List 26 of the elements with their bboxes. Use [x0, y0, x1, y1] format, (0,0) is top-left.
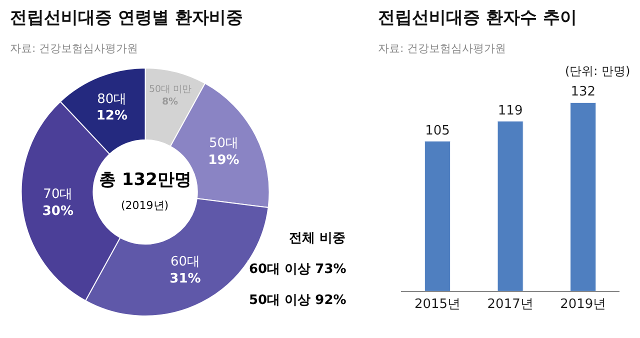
data-label: 132: [570, 84, 596, 100]
chart-subtitle: 자료: 건강보험심사평가원: [10, 42, 138, 55]
text: 50대 이상 92%: [249, 293, 346, 308]
data-label: 12%: [96, 108, 128, 124]
data-label: 30%: [42, 204, 74, 219]
data-label: 119: [498, 103, 523, 118]
text: 60대 이상 73%: [249, 262, 346, 277]
text: 총 132만명: [99, 170, 192, 190]
chart-title: 전립선비대증 연령별 환자비중: [10, 8, 243, 28]
x-tick-label: 2015년: [414, 296, 461, 312]
slice-label: 50대 미만: [148, 84, 192, 96]
data-label: 8%: [162, 96, 179, 108]
data-label: 105: [425, 123, 450, 138]
slice-label: 60대: [170, 254, 200, 270]
data-label: 19%: [208, 152, 240, 168]
slice-label: 50대: [208, 136, 238, 152]
x-tick-label: 2017년: [487, 296, 534, 312]
slice-label: 70대: [43, 187, 73, 202]
chart-subtitle: 자료: 건강보험심사평가원: [378, 42, 506, 55]
data-label: 31%: [170, 271, 201, 286]
text: 전체 비중: [289, 231, 346, 246]
slice-label: 80대: [97, 92, 127, 107]
x-tick-label: 2019년: [560, 296, 606, 312]
chart-title: 전립선비대증 환자수 추이: [378, 8, 577, 28]
text: (2019년): [121, 199, 169, 212]
text: (단위: 만명): [565, 64, 630, 78]
